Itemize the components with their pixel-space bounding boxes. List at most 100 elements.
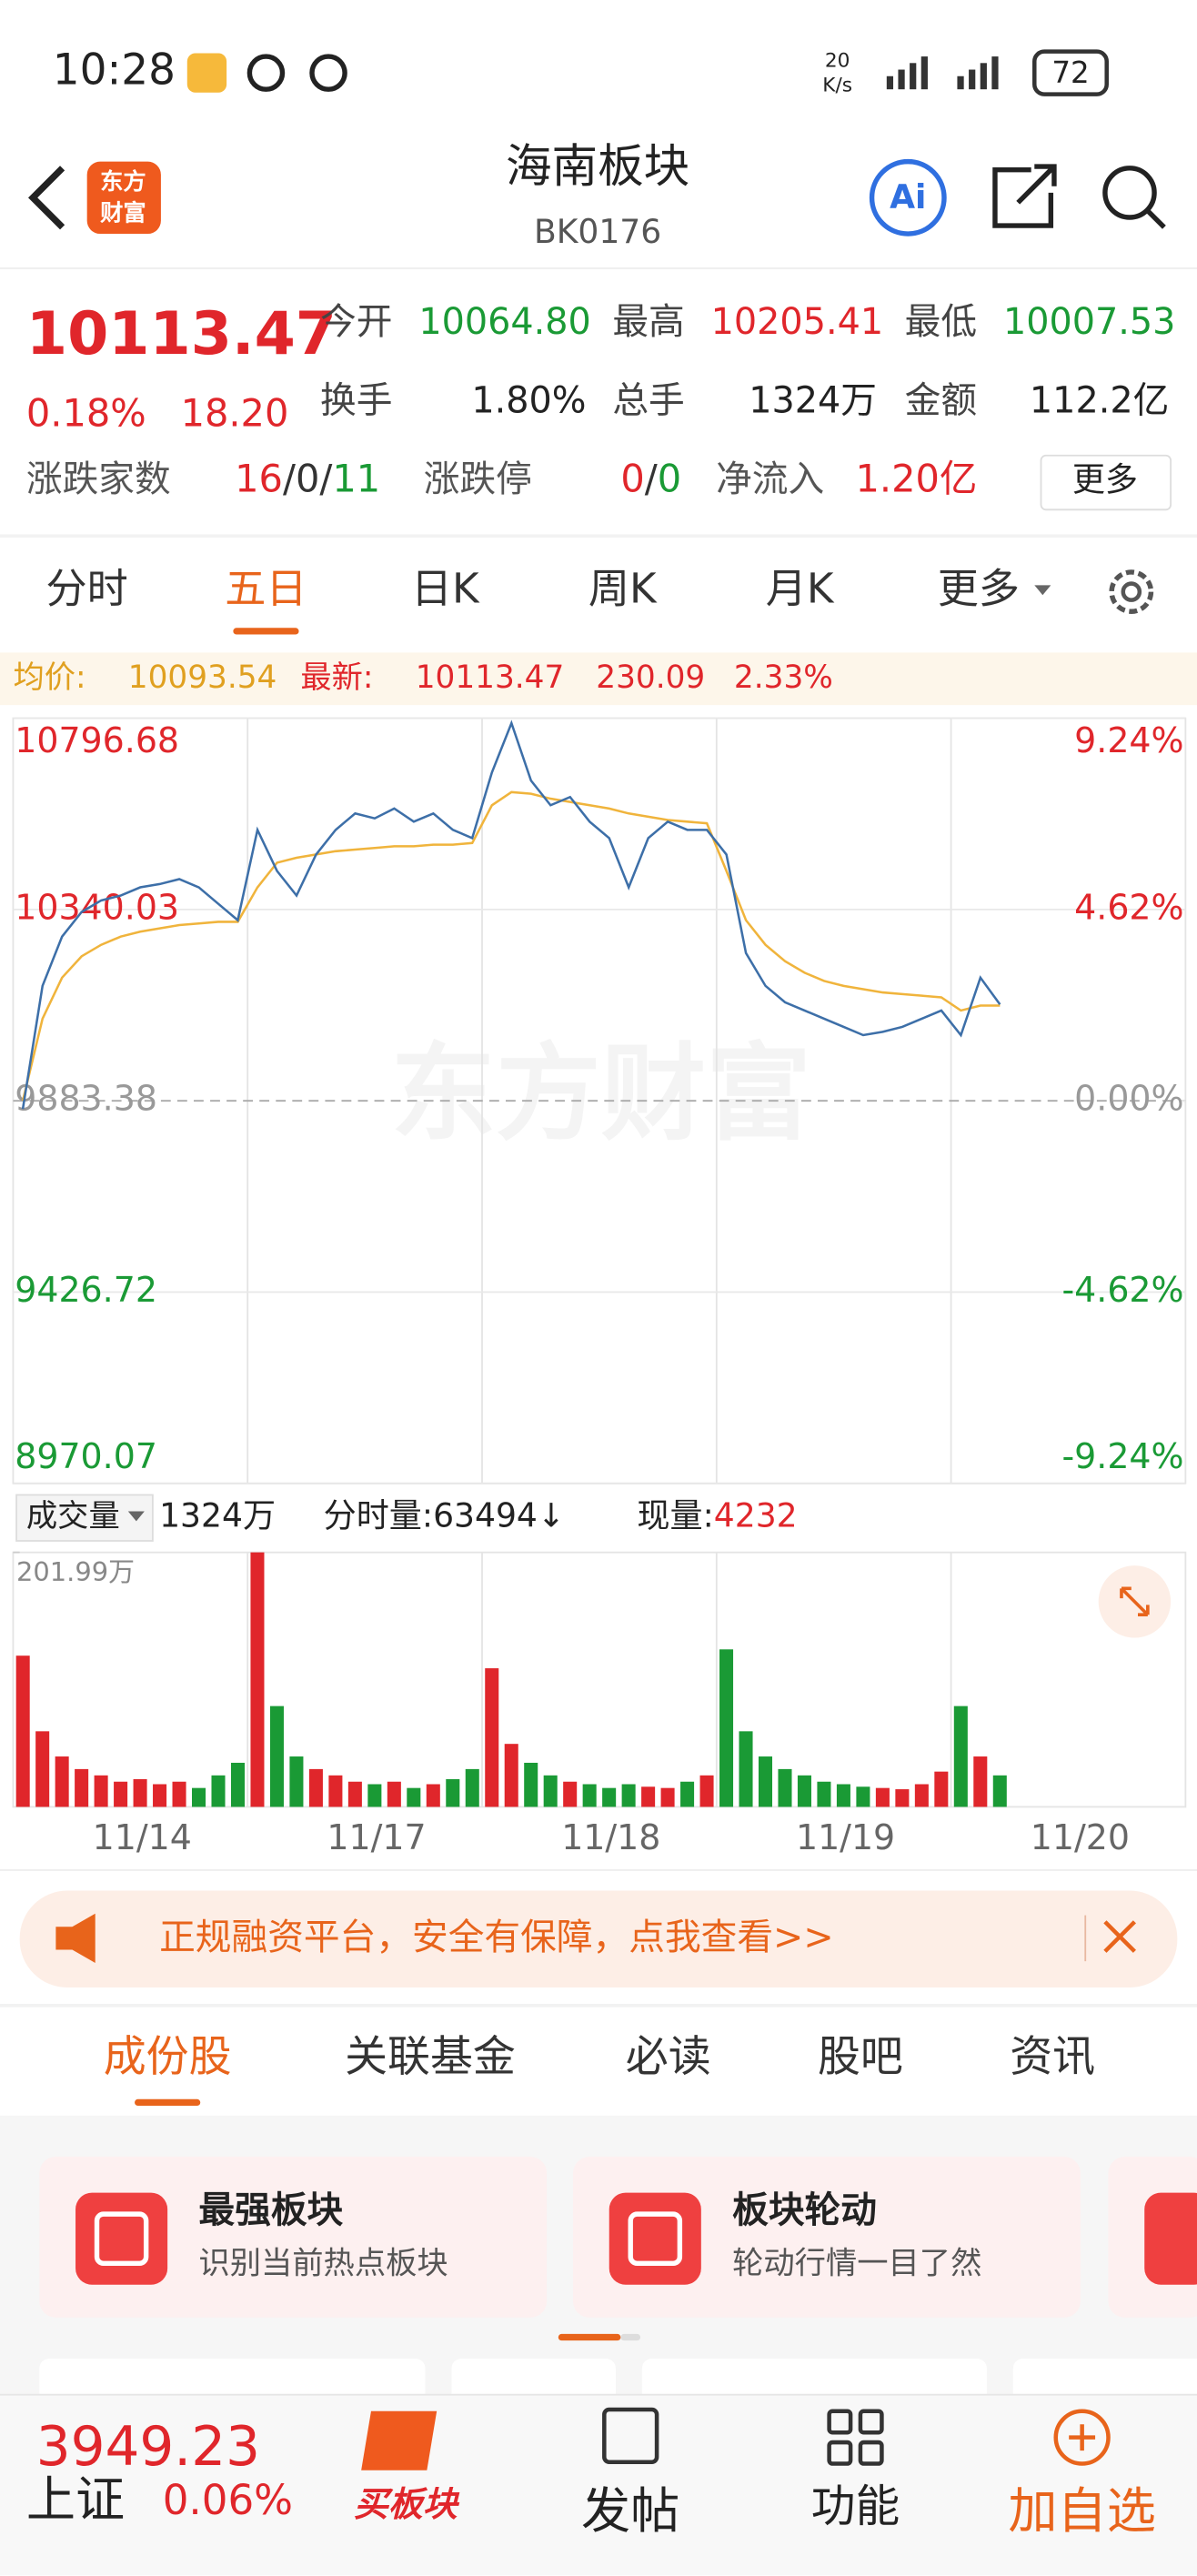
tab[interactable]: 日K <box>411 565 480 613</box>
price: 10113.47 <box>26 300 337 368</box>
last-label: 最新: <box>300 659 373 696</box>
last-value: 10113.47 <box>416 659 565 696</box>
x-tick-label: 11/19 <box>796 1817 895 1857</box>
tab[interactable]: 五日 <box>225 565 307 613</box>
card-icon <box>75 2192 168 2285</box>
volume-bar <box>387 1781 401 1807</box>
sub-tab[interactable]: 必读 <box>626 2032 711 2082</box>
volume-bar <box>660 1787 675 1807</box>
volume-bar <box>953 1706 968 1807</box>
eye-icon <box>246 54 286 92</box>
field-value: 1.80% <box>471 379 586 421</box>
volume-bar <box>250 1552 265 1807</box>
share-button[interactable] <box>992 164 1057 228</box>
sub-tab[interactable]: 股吧 <box>818 2032 903 2082</box>
back-button[interactable] <box>27 166 65 230</box>
volume-bar <box>778 1768 792 1807</box>
battery-level: 72 <box>1051 55 1089 90</box>
y-tick-label: 8970.07 <box>15 1436 157 1476</box>
y2-tick-label: 9.24% <box>1074 720 1183 760</box>
avg-label: 均价: <box>13 659 86 696</box>
netflow-label: 净流入 <box>716 458 824 500</box>
volume-bar <box>133 1778 147 1807</box>
volume-bar <box>114 1781 128 1807</box>
volume-bar <box>211 1775 226 1807</box>
settings-button[interactable] <box>1109 569 1154 614</box>
volume-bar <box>914 1784 929 1807</box>
ai-button[interactable] <box>869 158 947 236</box>
nav-func[interactable]: 功能 <box>811 2481 900 2532</box>
volume-bar <box>875 1787 890 1807</box>
volume-bar <box>407 1787 421 1807</box>
volume-bar <box>758 1756 773 1807</box>
add-icon <box>1053 2409 1111 2466</box>
search-button[interactable] <box>1102 166 1157 220</box>
card-icon <box>1144 2192 1197 2285</box>
volume-bar <box>641 1786 656 1807</box>
volume-bar <box>992 1775 1007 1807</box>
battery <box>1032 49 1109 96</box>
volume-bar <box>719 1649 734 1807</box>
last-pct: 2.33% <box>734 659 833 696</box>
volume-bar <box>680 1781 695 1807</box>
card-subtitle: 识别当前热点板块 <box>198 2246 448 2282</box>
net-unit: K/s <box>822 75 852 97</box>
quote-fields: 今开 10064.80 最高 10205.41 最低 10007.53 换手 1.80% 总手 1… <box>320 301 1175 422</box>
card[interactable] <box>573 2156 1081 2318</box>
y-tick-label: 10796.68 <box>15 720 179 760</box>
search-handle <box>1145 208 1166 229</box>
nav-post[interactable]: 发帖 <box>581 2482 679 2540</box>
card-icon-inner <box>628 2211 683 2267</box>
info-bar <box>0 652 1197 706</box>
expand-icon <box>1120 1586 1150 1617</box>
volume-bar <box>856 1786 870 1807</box>
banner[interactable] <box>19 1890 1178 1988</box>
banner-text: 正规融资平台，安全有保障，点我查看>> <box>159 1917 834 1958</box>
sub-tab[interactable]: 资讯 <box>1010 2032 1095 2082</box>
flat: 0 <box>296 457 319 501</box>
pager <box>620 2333 641 2341</box>
tab[interactable]: 月K <box>766 565 835 613</box>
field-value: 112.2亿 <box>1030 379 1169 421</box>
watermark: 东方财富 <box>391 1033 811 1155</box>
volume-bar <box>75 1768 89 1807</box>
tick-value: 63494↓ <box>433 1496 565 1535</box>
sub-tab[interactable]: 成份股 <box>104 2032 232 2082</box>
volume-selector[interactable] <box>15 1494 154 1542</box>
x-tick-label: 11/20 <box>1031 1817 1130 1857</box>
field-label: 金额 <box>905 379 977 421</box>
more-button[interactable] <box>1040 454 1172 511</box>
tab[interactable]: 周K <box>588 565 658 613</box>
field-value: 10064.80 <box>418 301 590 343</box>
alarm-icon <box>309 54 347 92</box>
settings-core <box>1121 581 1142 602</box>
banner-close[interactable] <box>1103 1920 1136 1953</box>
now-volume: 现量:4232 <box>637 1496 797 1535</box>
card[interactable] <box>39 2156 548 2318</box>
volume-bar <box>308 1768 323 1807</box>
nav-buy[interactable]: 买板块 <box>354 2484 460 2524</box>
volume-bar <box>347 1781 362 1807</box>
field-value: 1324万 <box>749 379 877 421</box>
volume-bar <box>602 1787 617 1807</box>
limit-up: 0 <box>620 457 644 501</box>
status-time: 10:28 <box>53 45 176 96</box>
ai-label: Ai <box>890 177 926 216</box>
volume-total: 1324万 <box>159 1496 276 1535</box>
tab[interactable]: 分时 <box>46 565 128 613</box>
page-code: BK0176 <box>534 212 661 251</box>
tab[interactable]: 更多 <box>938 565 1020 613</box>
volume-bar <box>485 1668 499 1807</box>
volume-bar <box>973 1756 988 1807</box>
field-value: 10007.53 <box>1003 301 1175 343</box>
tab-underline <box>233 628 299 635</box>
volume-bar <box>94 1775 108 1807</box>
period-tabs: 分时 五日 日K 周K 月K 更多 <box>46 565 1020 635</box>
sep: / <box>645 457 658 501</box>
index-value[interactable]: 3949.23 <box>36 2416 260 2479</box>
sub-tab[interactable]: 关联基金 <box>345 2032 516 2082</box>
nav-add[interactable]: 加自选 <box>1008 2482 1155 2540</box>
now-label: 现量: <box>637 1496 713 1535</box>
pager-active <box>558 2333 621 2341</box>
